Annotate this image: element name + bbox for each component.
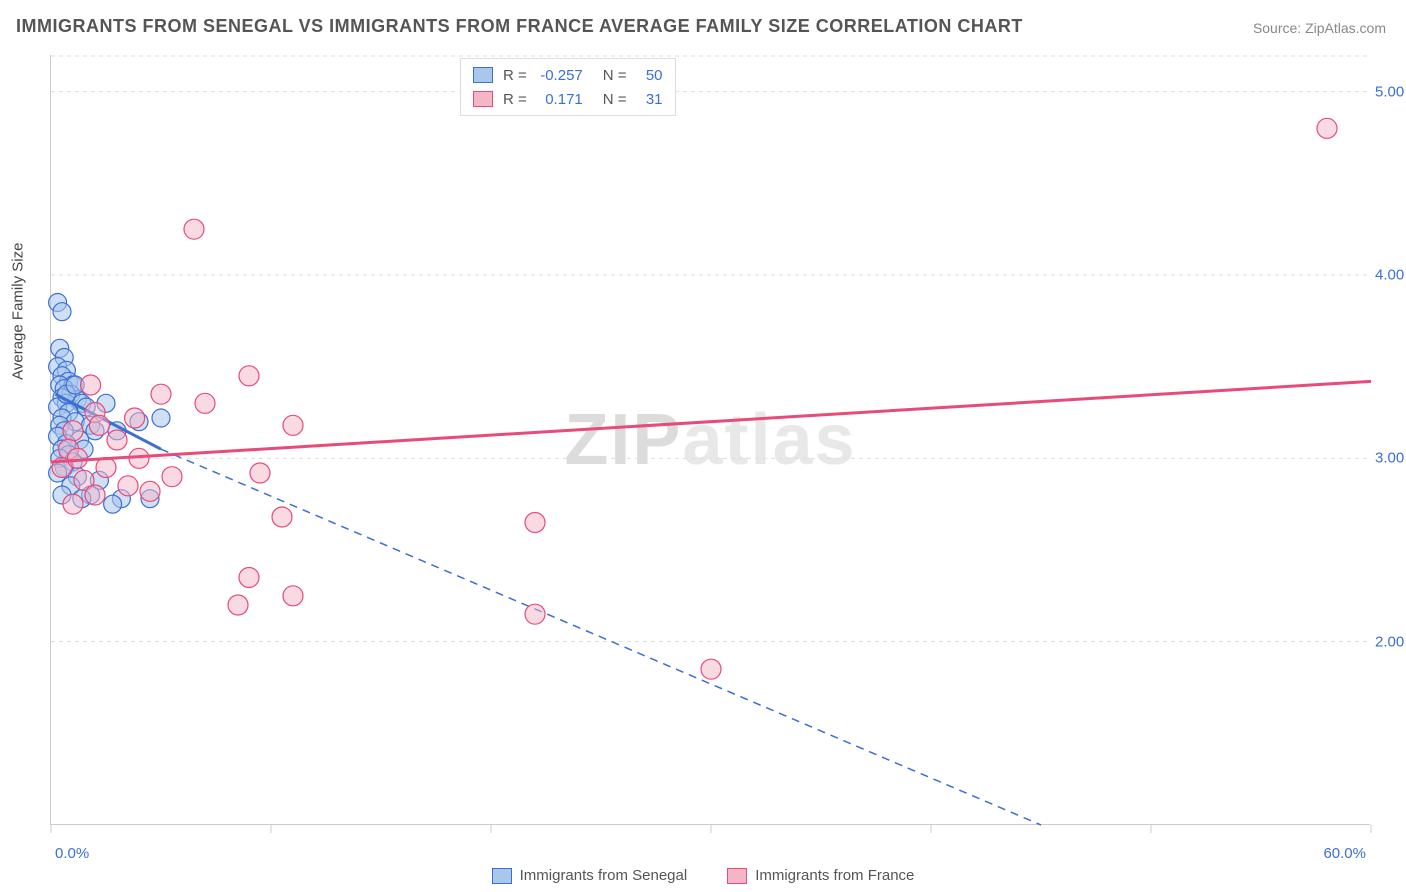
scatter-point	[104, 495, 122, 513]
x-axis-max-label: 60.0%	[1323, 845, 1366, 862]
y-tick-label: 5.00	[1375, 83, 1406, 100]
source-attribution: Source: ZipAtlas.com	[1253, 20, 1386, 36]
scatter-point	[89, 415, 109, 435]
scatter-point	[195, 393, 215, 413]
scatter-point	[118, 476, 138, 496]
scatter-point	[81, 375, 101, 395]
stat-r-value: 0.171	[533, 91, 583, 108]
trend-line	[51, 381, 1371, 462]
y-tick-label: 2.00	[1375, 633, 1406, 650]
legend-swatch	[727, 868, 747, 884]
scatter-point	[53, 303, 71, 321]
scatter-point	[63, 421, 83, 441]
scatter-point	[525, 513, 545, 533]
x-axis-min-label: 0.0%	[55, 845, 89, 862]
plot-area: ZIPatlas 2.003.004.005.00	[50, 55, 1370, 825]
legend-item: Immigrants from France	[727, 867, 914, 884]
bottom-legend: Immigrants from Senegal Immigrants from F…	[0, 867, 1406, 884]
scatter-point	[151, 384, 171, 404]
stat-n-label: N =	[603, 67, 627, 84]
scatter-point	[162, 467, 182, 487]
stat-n-label: N =	[603, 91, 627, 108]
y-tick-label: 3.00	[1375, 450, 1406, 467]
legend-swatch	[473, 91, 493, 107]
scatter-point	[239, 366, 259, 386]
scatter-point	[250, 463, 270, 483]
scatter-point	[63, 494, 83, 514]
scatter-point	[107, 430, 127, 450]
trend-line-extrapolated	[161, 449, 1041, 825]
scatter-point	[184, 219, 204, 239]
scatter-point	[85, 485, 105, 505]
y-tick-label: 4.00	[1375, 267, 1406, 284]
stats-legend: R = -0.257 N = 50 R = 0.171 N = 31	[460, 58, 676, 116]
scatter-point	[283, 586, 303, 606]
scatter-point	[140, 481, 160, 501]
legend-swatch	[473, 67, 493, 83]
scatter-svg	[51, 55, 1370, 824]
stat-n-value: 50	[633, 67, 663, 84]
chart-title: IMMIGRANTS FROM SENEGAL VS IMMIGRANTS FR…	[16, 16, 1023, 37]
scatter-point	[125, 408, 145, 428]
stat-r-label: R =	[503, 67, 527, 84]
scatter-point	[239, 568, 259, 588]
scatter-point	[525, 604, 545, 624]
legend-label: Immigrants from France	[755, 867, 914, 884]
scatter-point	[67, 448, 87, 468]
stat-r-label: R =	[503, 91, 527, 108]
chart-container: IMMIGRANTS FROM SENEGAL VS IMMIGRANTS FR…	[0, 0, 1406, 892]
legend-item: Immigrants from Senegal	[492, 867, 688, 884]
stats-legend-row: R = 0.171 N = 31	[473, 87, 663, 111]
scatter-point	[152, 409, 170, 427]
scatter-point	[1317, 118, 1337, 138]
y-axis-title: Average Family Size	[10, 243, 27, 380]
stat-r-value: -0.257	[533, 67, 583, 84]
scatter-point	[701, 659, 721, 679]
scatter-point	[283, 415, 303, 435]
scatter-point	[272, 507, 292, 527]
legend-swatch	[492, 868, 512, 884]
stats-legend-row: R = -0.257 N = 50	[473, 63, 663, 87]
stat-n-value: 31	[633, 91, 663, 108]
legend-label: Immigrants from Senegal	[520, 867, 688, 884]
scatter-point	[228, 595, 248, 615]
